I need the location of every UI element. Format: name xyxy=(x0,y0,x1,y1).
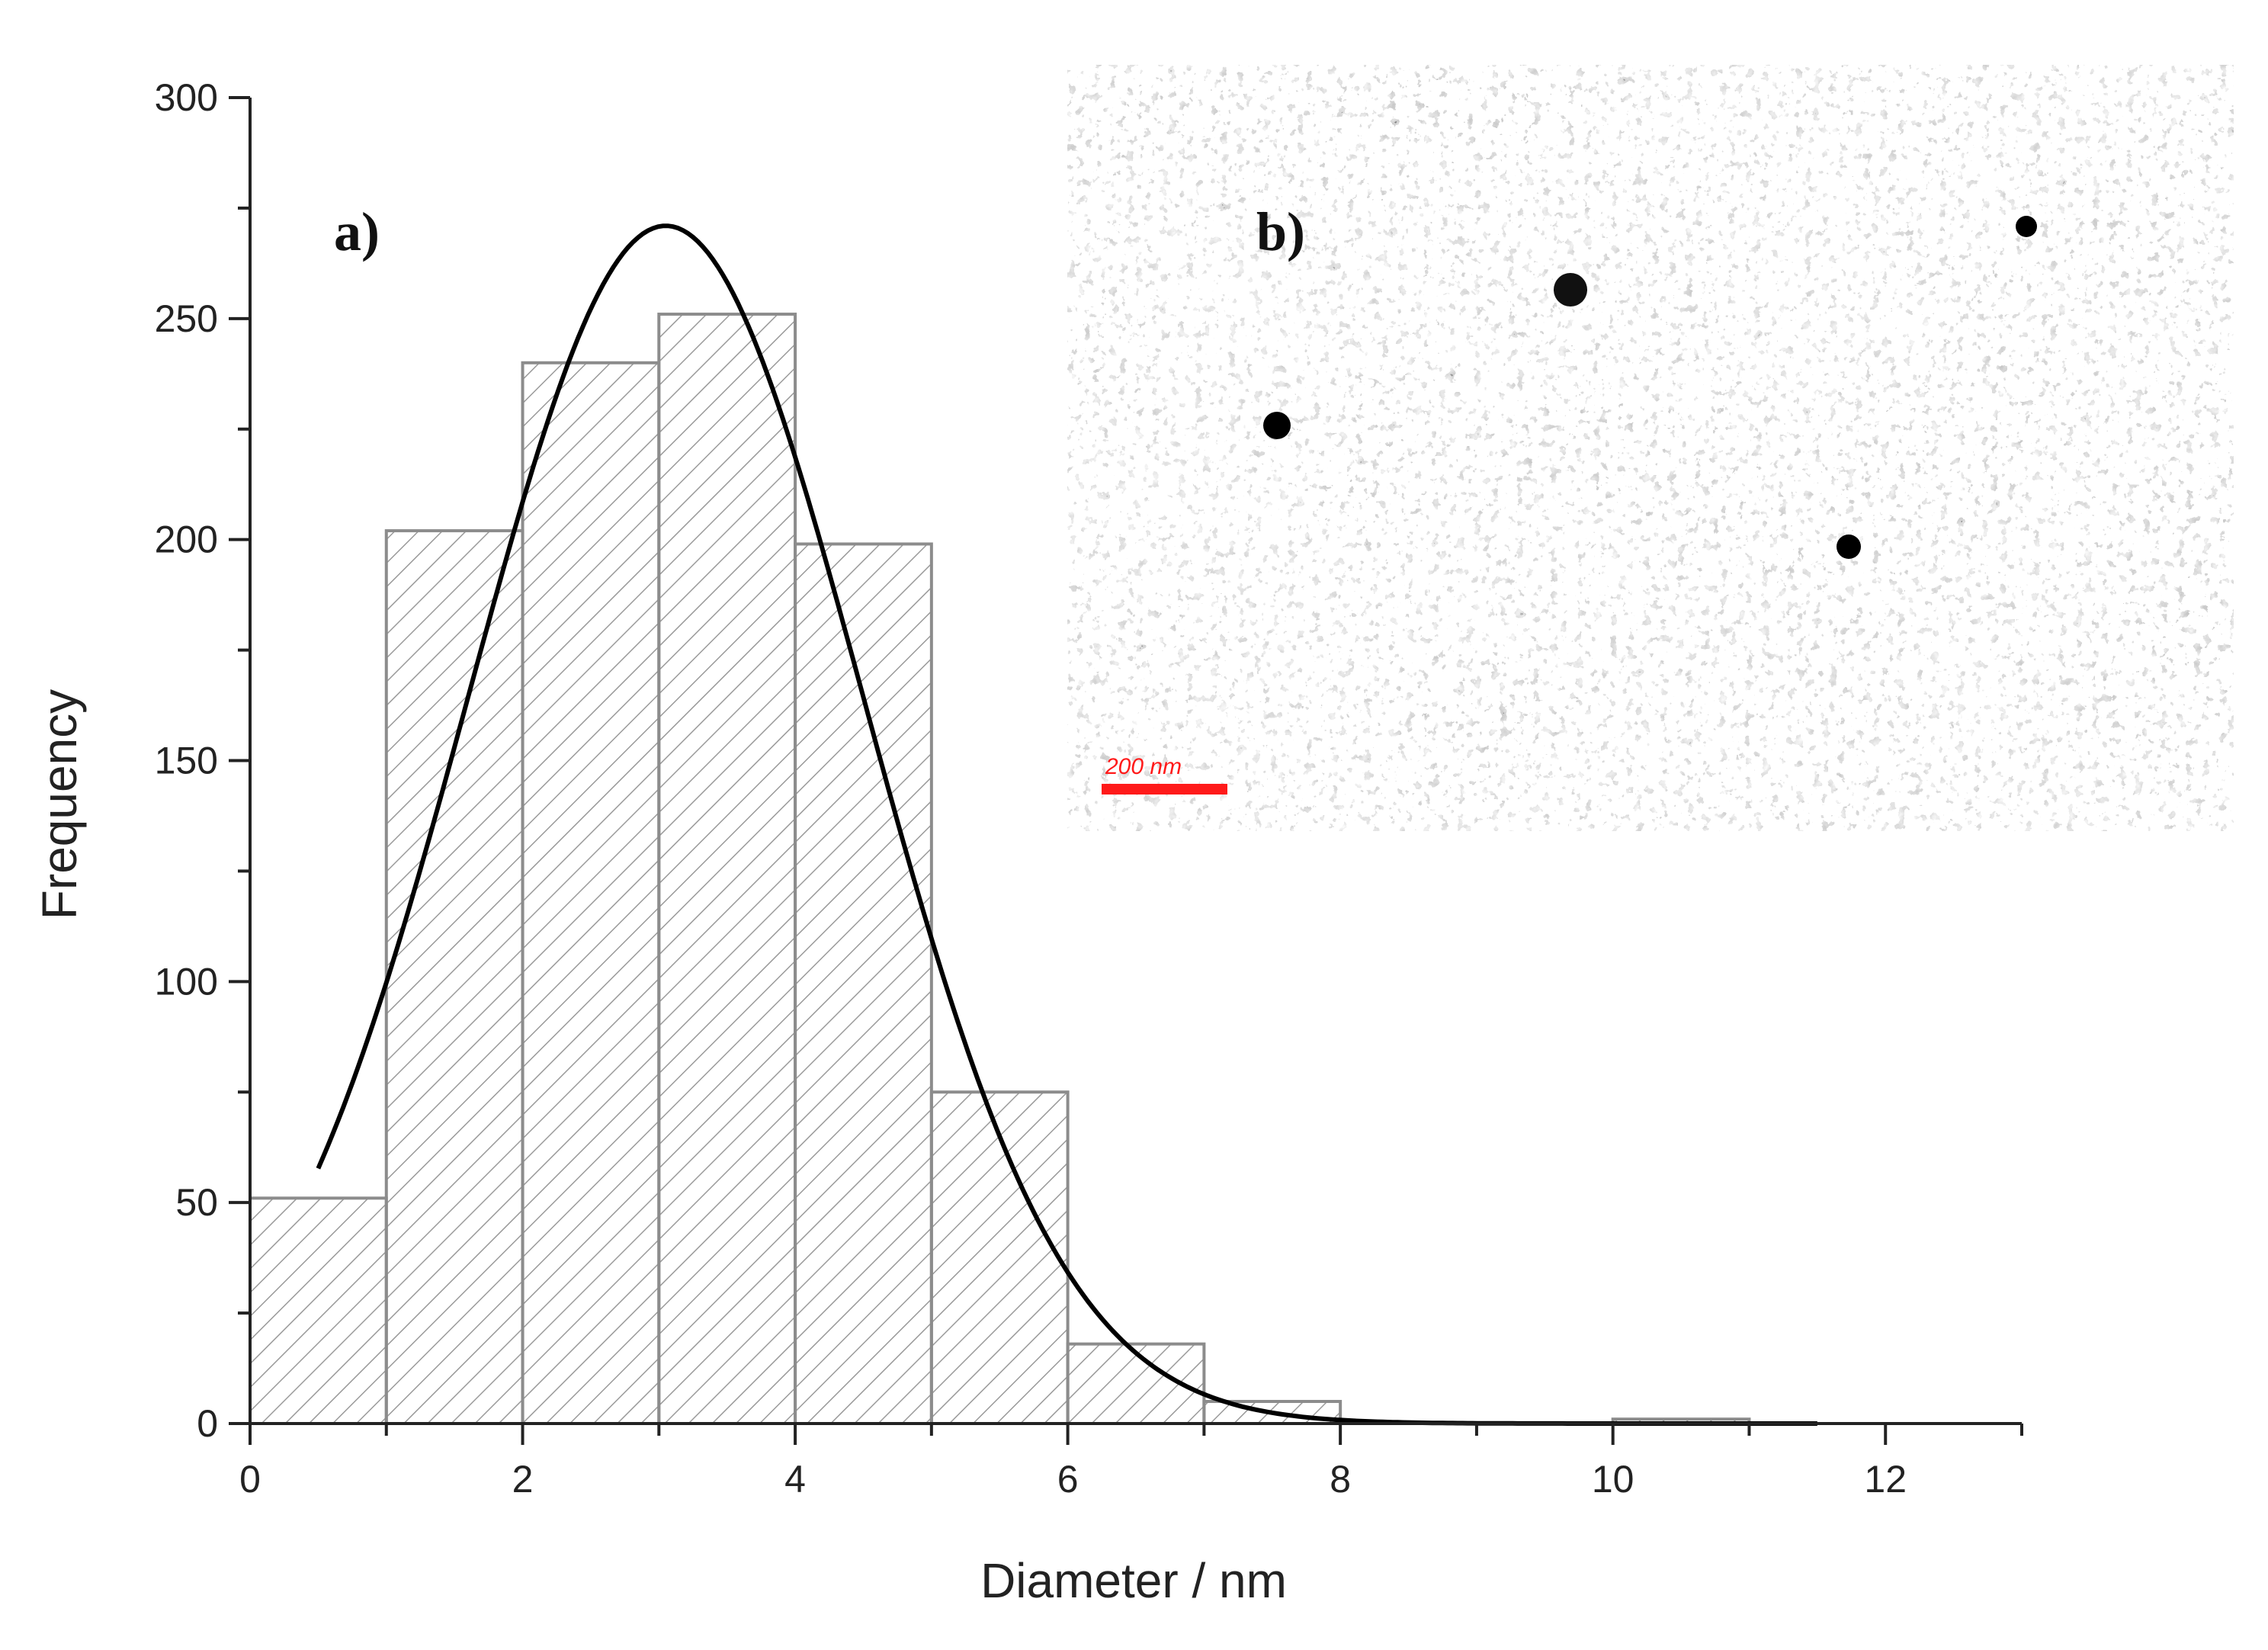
panel-label-b: b) xyxy=(1256,201,1305,262)
inset-particle xyxy=(2016,216,2037,237)
y-tick-label: 0 xyxy=(197,1402,218,1445)
y-axis-title: Frequency xyxy=(32,689,87,920)
y-tick-label: 100 xyxy=(155,960,218,1003)
inset-micrograph: b) 200 nm xyxy=(1067,65,2234,831)
histogram-bar xyxy=(249,1196,388,1425)
panel-label-a: a) xyxy=(334,201,380,262)
x-tick-label: 0 xyxy=(239,1458,261,1501)
histogram-bar xyxy=(657,313,797,1426)
inset-particle xyxy=(1263,412,1291,439)
scale-bar-label: 200 nm xyxy=(1105,754,1182,779)
x-tick-label: 10 xyxy=(1592,1458,1634,1501)
histogram-bar xyxy=(521,361,661,1425)
x-tick-label: 6 xyxy=(1057,1458,1079,1501)
x-tick-label: 12 xyxy=(1864,1458,1907,1501)
x-tick-label: 4 xyxy=(784,1458,806,1501)
x-tick-label: 8 xyxy=(1330,1458,1351,1501)
y-axis-ticks: 0 50 100 150 200 250 300 xyxy=(155,76,250,1445)
inset-particle xyxy=(1554,273,1587,307)
y-tick-label: 150 xyxy=(155,740,218,782)
y-tick-label: 50 xyxy=(175,1181,218,1224)
y-tick-label: 300 xyxy=(155,76,218,119)
histogram-bar xyxy=(384,529,524,1425)
histogram-bars xyxy=(249,313,1751,1426)
y-tick-label: 250 xyxy=(155,297,218,340)
histogram-bar xyxy=(794,542,933,1425)
y-tick-label: 200 xyxy=(155,518,218,561)
x-axis-ticks: 0 2 4 6 8 10 12 xyxy=(239,1424,2023,1501)
inset-particle xyxy=(1837,534,1861,559)
x-axis-title: Diameter / nm xyxy=(980,1553,1287,1608)
x-tick-label: 2 xyxy=(512,1458,534,1501)
histogram-bar xyxy=(929,1090,1070,1425)
